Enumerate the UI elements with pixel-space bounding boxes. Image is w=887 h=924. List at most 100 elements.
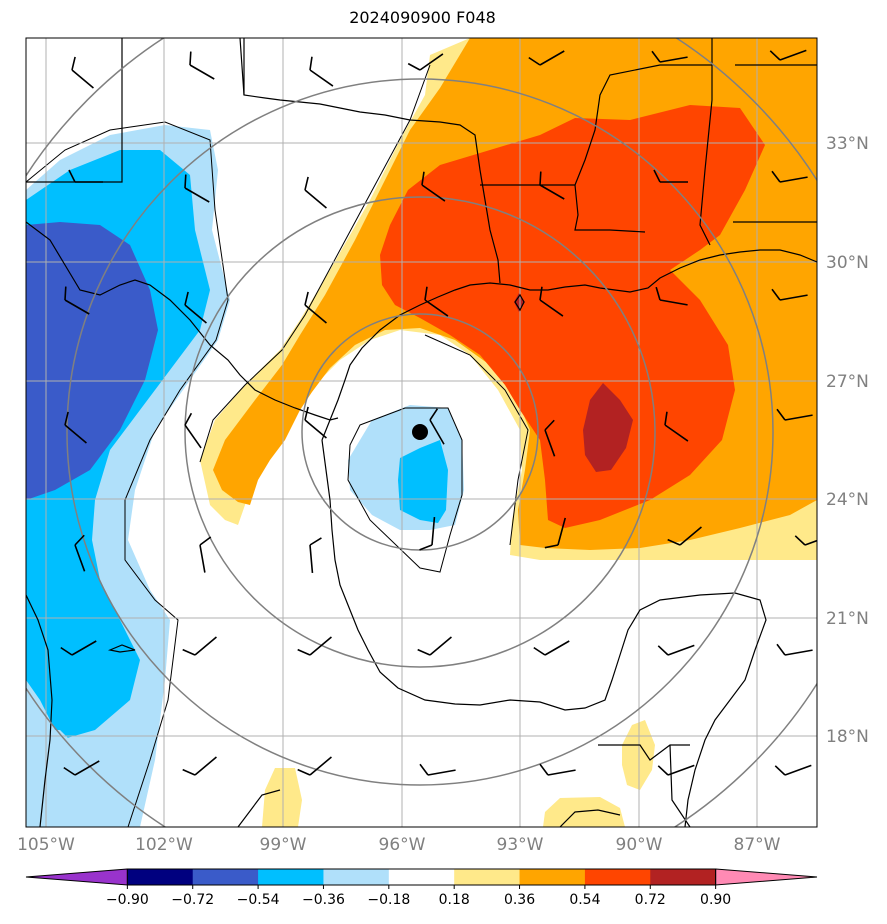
contour-lines bbox=[26, 64, 529, 827]
lon-label: 90°W bbox=[616, 835, 663, 855]
colorbar-tick-label: 0.36 bbox=[504, 892, 535, 908]
figure-title: 2024090900 F048 bbox=[349, 8, 496, 27]
wind-barb bbox=[419, 517, 436, 551]
colorbar-segment bbox=[127, 869, 194, 885]
wind-barb bbox=[539, 286, 564, 317]
lat-label: 21°N bbox=[826, 609, 869, 629]
colorbar-tick-label: −0.54 bbox=[237, 892, 280, 908]
wind-barb bbox=[651, 50, 688, 63]
fill-neg-0.54 bbox=[26, 222, 158, 500]
map-frame bbox=[25, 37, 818, 828]
colorbar-segment bbox=[584, 869, 651, 885]
wind-barb bbox=[657, 764, 695, 776]
wind-barb bbox=[528, 50, 565, 66]
wind-barb bbox=[64, 411, 87, 444]
wind-barb bbox=[776, 643, 813, 656]
wind-barb bbox=[667, 526, 702, 546]
wind-barb bbox=[184, 412, 202, 449]
wind-barb bbox=[182, 636, 217, 656]
colorbar-tick-label: 0.90 bbox=[700, 892, 731, 908]
colorbar-segment bbox=[454, 869, 521, 885]
wind-barb bbox=[297, 756, 332, 776]
map-panel bbox=[26, 38, 817, 827]
fill-storm-neg-0.36 bbox=[398, 440, 448, 523]
wind-barb bbox=[63, 760, 100, 776]
wind-barb bbox=[304, 176, 327, 209]
lat-label: 27°N bbox=[826, 372, 869, 392]
colorbar-extend-low bbox=[25, 868, 128, 886]
wind-barb bbox=[421, 171, 446, 202]
fill-pos-0.54 bbox=[380, 105, 765, 528]
colorbar-frame bbox=[126, 868, 717, 886]
wind-barb bbox=[794, 534, 817, 546]
wind-barb bbox=[184, 174, 210, 203]
wind-barb bbox=[771, 170, 808, 183]
longitude-labels: 105°W 102°W 99°W 96°W 93°W 90°W 87°W bbox=[17, 835, 781, 855]
wind-barb bbox=[653, 169, 688, 183]
colorbar-segment bbox=[192, 869, 259, 885]
colorbar-segment bbox=[323, 869, 390, 885]
colorbar-tick-label: −0.72 bbox=[171, 892, 214, 908]
wind-barb bbox=[407, 53, 444, 71]
wind-barb bbox=[419, 763, 456, 776]
wind-barb bbox=[417, 636, 452, 656]
wind-barb bbox=[429, 408, 445, 445]
colorbar-segment bbox=[650, 869, 717, 885]
wind-barb bbox=[60, 640, 97, 656]
wind-barb bbox=[774, 764, 812, 776]
colorbar-tick-label: 0.18 bbox=[439, 892, 470, 908]
wind-barb bbox=[769, 49, 807, 61]
wind-barb bbox=[544, 419, 556, 457]
lat-lon-grid bbox=[26, 38, 817, 827]
colorbar: −0.90 −0.72 −0.54 −0.36 −0.18 0.18 0.36 0.54 0.7… bbox=[25, 868, 818, 908]
lon-label: 99°W bbox=[260, 835, 307, 855]
wind-barb bbox=[297, 636, 332, 656]
colorbar-tick-label: −0.36 bbox=[302, 892, 345, 908]
colorbar-extend-high bbox=[715, 868, 818, 886]
wind-barb bbox=[664, 411, 689, 442]
lat-label: 24°N bbox=[826, 490, 869, 510]
wind-barb bbox=[424, 286, 449, 317]
lon-label: 87°W bbox=[734, 835, 781, 855]
wind-barb bbox=[304, 291, 327, 324]
wind-barb bbox=[199, 536, 212, 573]
wind-barb bbox=[71, 56, 94, 89]
lat-label: 33°N bbox=[826, 134, 869, 154]
coastlines-borders bbox=[26, 38, 817, 827]
wind-barb bbox=[776, 408, 813, 421]
wind-barb bbox=[304, 406, 327, 439]
wind-barb bbox=[544, 517, 567, 549]
wind-barb bbox=[539, 763, 576, 776]
wind-barb bbox=[533, 640, 570, 656]
fill-pos-0.18-s1 bbox=[262, 768, 302, 827]
wind-barb bbox=[309, 56, 334, 87]
wind-barb bbox=[309, 537, 322, 573]
wind-barb bbox=[655, 286, 688, 306]
wind-barb bbox=[539, 171, 565, 200]
colorbar-tick-label: 0.72 bbox=[635, 892, 666, 908]
wind-barb bbox=[184, 291, 207, 324]
lat-label: 18°N bbox=[826, 727, 869, 747]
colorbar-tick-label: −0.18 bbox=[367, 892, 410, 908]
wind-barb bbox=[74, 534, 86, 572]
fill-pos-0.18-s2 bbox=[543, 797, 625, 827]
wind-barb bbox=[64, 286, 90, 315]
wind-barb bbox=[182, 756, 217, 776]
wind-barb bbox=[189, 51, 215, 80]
fill-neg-0.18-south bbox=[26, 730, 120, 827]
colorbar-segment bbox=[258, 869, 324, 885]
wind-barbs bbox=[60, 49, 817, 776]
storm-center-marker bbox=[412, 424, 428, 440]
lon-label: 96°W bbox=[379, 835, 426, 855]
colorbar-segment bbox=[388, 869, 455, 885]
lat-label: 30°N bbox=[826, 253, 869, 273]
wind-barb bbox=[771, 288, 808, 301]
lon-label: 102°W bbox=[135, 835, 193, 855]
lon-label: 93°W bbox=[497, 835, 544, 855]
wind-barb bbox=[68, 169, 103, 183]
fill-pos-0.72 bbox=[583, 383, 633, 472]
lon-label: 105°W bbox=[17, 835, 75, 855]
wind-barb bbox=[657, 644, 695, 656]
colorbar-tick-label: −0.90 bbox=[106, 892, 149, 908]
colorbar-tick-label: 0.54 bbox=[569, 892, 600, 908]
